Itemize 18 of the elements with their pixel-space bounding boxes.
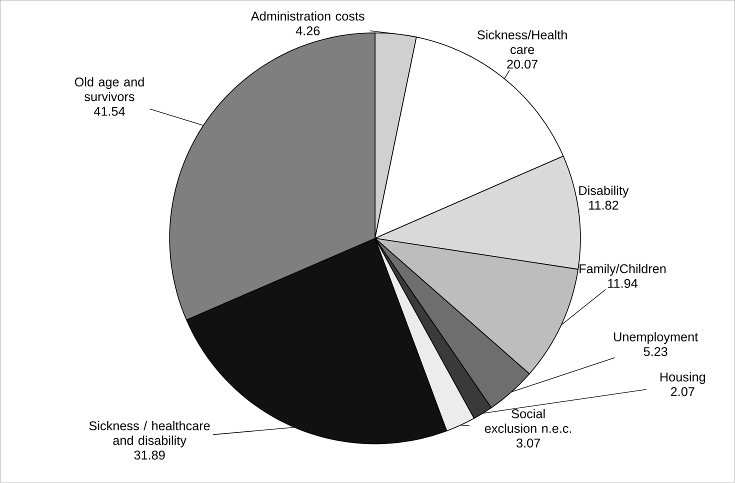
data-label: 31.89 xyxy=(134,450,165,460)
slice-label: Disability xyxy=(579,186,629,198)
slice-label: Unemployment xyxy=(614,332,698,344)
slice-label: Social exclusion n.e.c. xyxy=(484,409,572,434)
data-label: 3.07 xyxy=(516,438,540,448)
data-label: 11.94 xyxy=(608,279,638,288)
data-label: 11.82 xyxy=(589,200,618,210)
data-label: 2.07 xyxy=(670,387,694,396)
data-label: 41.54 xyxy=(94,107,125,116)
slice-label: Administration costs xyxy=(250,12,364,21)
slice-label: Sickness/Health care xyxy=(478,30,567,54)
slice-label: Old age and survivors xyxy=(74,77,144,102)
slice-label: Sickness / healthcare and disability xyxy=(89,421,210,448)
data-label: 5.23 xyxy=(644,347,668,356)
data-label: 20.07 xyxy=(507,60,538,69)
slice-label: Family/Children xyxy=(580,264,666,276)
slice-label: Housing xyxy=(660,372,706,384)
data-label: 4.26 xyxy=(296,26,320,36)
